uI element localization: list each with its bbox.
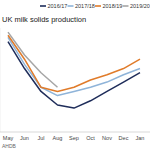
- y-axis-line: [0, 28, 1, 132]
- legend-swatch: [123, 5, 129, 7]
- x-tick-label: Dec: [119, 135, 129, 141]
- x-tick-label: Jun: [20, 135, 29, 141]
- chart: 2016/17 2017/18 2018/19 2019/20 UK milk soli…: [0, 0, 150, 150]
- series-line: [8, 35, 140, 91]
- legend-swatch: [68, 5, 74, 7]
- x-tick-label: Jan: [136, 135, 145, 141]
- legend-label: 2019/20: [130, 3, 150, 9]
- x-axis-line: [0, 132, 150, 133]
- x-tick-label: Jul: [37, 135, 44, 141]
- title: UK milk solids production: [2, 15, 86, 24]
- series-line: [8, 42, 140, 109]
- legend-label: 2017/18: [75, 3, 95, 9]
- series-line: [8, 32, 58, 87]
- x-tick-label: Nov: [102, 135, 112, 141]
- source: AHDB: [2, 143, 17, 149]
- legend-label: 2018/19: [103, 3, 123, 9]
- x-tick-label: Sep: [69, 135, 79, 141]
- legend-swatch: [40, 5, 46, 7]
- x-tick-label: Oct: [86, 135, 95, 141]
- legend-swatch: [95, 5, 101, 7]
- legend-label: 2016/17: [48, 3, 68, 9]
- x-tick-label: Aug: [53, 135, 63, 141]
- x-tick-label: May: [3, 135, 14, 141]
- legend: 2016/17 2017/18 2018/19 2019/20: [40, 3, 150, 9]
- plot-area: [8, 32, 140, 108]
